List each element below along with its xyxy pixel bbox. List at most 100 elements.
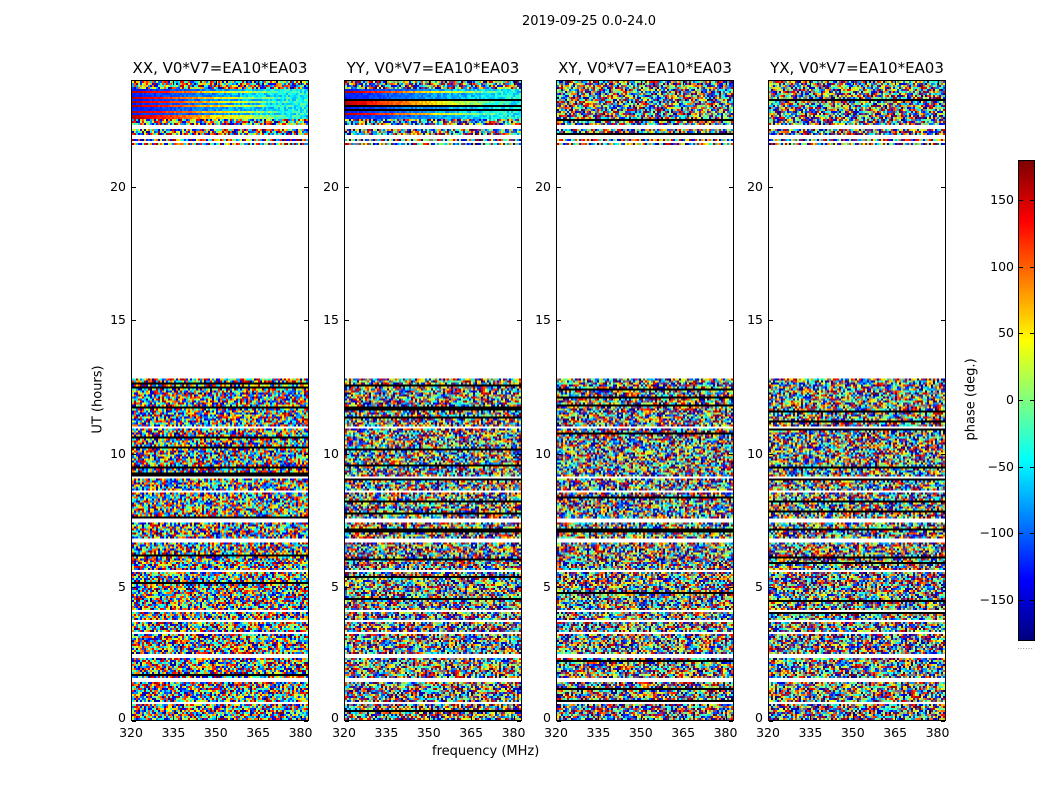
x-tick-mark	[556, 81, 557, 85]
y-tick-mark	[769, 320, 773, 322]
y-tick-mark	[517, 587, 521, 589]
y-tick-mark	[729, 587, 733, 589]
x-tick-mark	[428, 716, 430, 720]
y-tick-mark	[557, 186, 561, 188]
y-tick-mark	[557, 587, 561, 589]
x-tick-mark	[386, 716, 388, 720]
colorbar-gradient	[1019, 161, 1034, 640]
x-tick-mark	[640, 81, 642, 85]
x-tick-mark	[513, 716, 515, 720]
colorbar-tick-label: −100	[979, 525, 1014, 541]
x-tick-label: 365	[246, 725, 271, 740]
colorbar-tick-label: 100	[990, 258, 1014, 274]
y-tick-label: 15	[747, 312, 763, 328]
y-tick-mark	[304, 721, 308, 722]
x-tick-label: 350	[203, 725, 228, 740]
colorbar-tick-label: 0	[1006, 392, 1014, 407]
panel-title: XX, V0*V7=EA10*EA03	[132, 59, 308, 77]
y-tick-mark	[517, 721, 521, 722]
y-tick-mark	[132, 721, 136, 722]
x-tick-label: 380	[501, 725, 526, 740]
x-tick-mark	[895, 81, 897, 85]
colorbar-tick-label: 50	[998, 325, 1014, 341]
x-tick-mark	[258, 81, 260, 85]
x-tick-mark	[725, 81, 727, 85]
colorbar	[1018, 160, 1035, 641]
x-tick-label: 320	[119, 725, 143, 740]
x-tick-mark	[258, 716, 260, 720]
x-tick-mark	[725, 716, 727, 720]
x-tick-mark	[768, 81, 769, 85]
heatmap-panel	[768, 80, 946, 721]
x-tick-mark	[852, 81, 854, 85]
colorbar-tick-mark	[1019, 600, 1023, 601]
x-tick-mark	[344, 716, 345, 720]
x-tick-mark	[173, 716, 175, 720]
heatmap-image	[345, 81, 521, 720]
heatmap-image	[557, 81, 733, 720]
x-tick-mark	[131, 81, 132, 85]
y-tick-mark	[304, 186, 308, 188]
colorbar-label: phase (deg.)	[963, 358, 979, 441]
x-tick-mark	[215, 716, 217, 720]
y-tick-label: 20	[110, 178, 126, 194]
x-tick-label: 350	[628, 725, 653, 740]
y-tick-label: 15	[323, 312, 339, 328]
panel-title: XY, V0*V7=EA10*EA03	[558, 59, 732, 77]
x-tick-mark	[810, 81, 812, 85]
x-tick-mark	[215, 81, 217, 85]
x-tick-label: 320	[756, 725, 780, 740]
heatmap-panel	[344, 80, 522, 721]
y-tick-label: 10	[747, 445, 763, 461]
y-tick-label: 15	[110, 312, 126, 328]
colorbar-extension: ⋯⋯	[1017, 644, 1033, 653]
x-tick-label: 380	[288, 725, 313, 740]
y-tick-mark	[769, 587, 773, 589]
y-tick-mark	[729, 320, 733, 322]
colorbar-tick-label: −150	[979, 592, 1014, 607]
y-tick-mark	[345, 721, 349, 722]
x-tick-mark	[598, 716, 600, 720]
colorbar-tick-label: 150	[990, 192, 1014, 207]
y-tick-label: 20	[747, 178, 763, 194]
y-tick-label: 0	[755, 710, 763, 725]
x-tick-mark	[768, 716, 769, 720]
y-tick-mark	[517, 320, 521, 322]
y-tick-mark	[345, 587, 349, 589]
y-tick-label: 5	[755, 579, 763, 595]
x-tick-label: 380	[713, 725, 738, 740]
y-tick-mark	[304, 587, 308, 589]
colorbar-tick-mark	[1019, 400, 1023, 401]
x-tick-mark	[386, 81, 388, 85]
x-tick-label: 380	[925, 725, 950, 740]
x-tick-mark	[640, 716, 642, 720]
y-tick-mark	[132, 453, 136, 455]
x-tick-mark	[937, 81, 939, 85]
colorbar-tick-mark	[1019, 466, 1023, 468]
heatmap-panel	[131, 80, 309, 721]
x-tick-mark	[471, 81, 473, 85]
colorbar-tick-mark	[1019, 266, 1023, 268]
x-tick-mark	[556, 716, 557, 720]
heatmap-image	[132, 81, 308, 720]
y-tick-mark	[345, 453, 349, 455]
x-tick-label: 320	[544, 725, 568, 740]
x-tick-mark	[895, 716, 897, 720]
x-tick-label: 320	[332, 725, 356, 740]
x-tick-label: 335	[161, 725, 186, 740]
y-tick-mark	[132, 587, 136, 589]
y-tick-mark	[769, 453, 773, 455]
x-tick-label: 365	[671, 725, 696, 740]
x-tick-mark	[513, 81, 515, 85]
x-tick-mark	[683, 81, 685, 85]
y-tick-label: 10	[535, 445, 551, 461]
y-tick-label: 5	[331, 579, 339, 595]
panel-title: YY, V0*V7=EA10*EA03	[346, 59, 520, 77]
colorbar-tick-mark	[1030, 400, 1034, 401]
y-tick-label: 20	[535, 178, 551, 194]
y-tick-label: 20	[323, 178, 339, 194]
colorbar-tick-mark	[1030, 333, 1034, 335]
x-tick-mark	[173, 81, 175, 85]
y-tick-mark	[729, 453, 733, 455]
